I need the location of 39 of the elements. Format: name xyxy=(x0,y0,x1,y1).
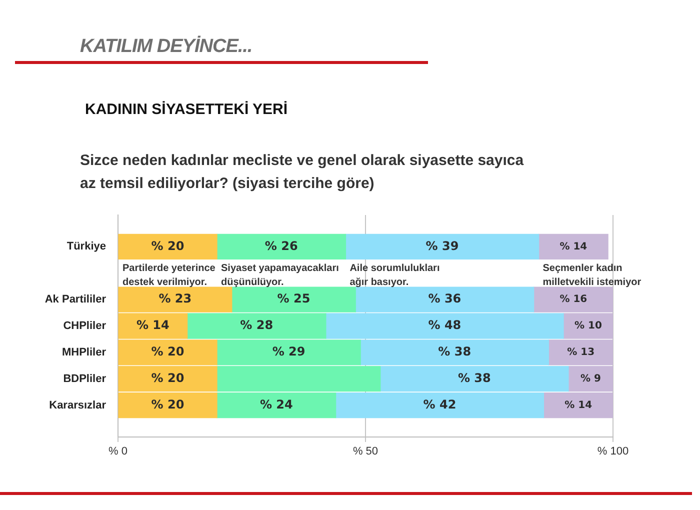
data-label: % 10 xyxy=(574,320,602,332)
data-label: % 16 xyxy=(560,294,588,306)
data-label: % 20 xyxy=(151,397,184,412)
series-label: Seçmenler kadın milletvekili istemiyor xyxy=(542,262,642,288)
y-tick-label: CHPliler xyxy=(63,320,107,332)
chart-title: KADININ SİYASETTEKİ YERİ xyxy=(85,101,288,118)
data-label: % 48 xyxy=(428,318,462,332)
data-label: % 13 xyxy=(567,347,595,358)
data-label: % 29 xyxy=(272,344,306,359)
series-label: Aile sorumlulukları ağır basıyor. xyxy=(350,262,440,288)
data-label: % 20 xyxy=(151,370,184,385)
y-tick-label: Ak Partililer xyxy=(44,294,107,306)
data-label: % 9 xyxy=(580,373,601,384)
data-label: % 42 xyxy=(423,397,456,412)
data-label: % 20 xyxy=(151,238,184,253)
data-label: % 14 xyxy=(136,318,170,332)
chart-subtitle: Sizce neden kadınlar mecliste ve genel olarak siyasette sayıca az temsil ediliyorlar? (siyasi tercihe göre) xyxy=(80,151,525,194)
x-tick-label: % 50 xyxy=(352,446,378,458)
data-label: % 26 xyxy=(264,238,298,253)
series-label: Siyaset yapamayacakları düşünülüyor. xyxy=(221,262,340,288)
y-tick-label: Kararsızlar xyxy=(49,399,107,412)
data-label: % 25 xyxy=(277,292,310,306)
data-label: % 20 xyxy=(151,344,184,359)
data-label: % 39 xyxy=(426,238,459,253)
x-tick-label: % 100 xyxy=(597,446,629,458)
series-label: Partilerde yeterince destek verilmiyor. xyxy=(122,262,216,288)
data-label: % 28 xyxy=(240,318,274,332)
text: KATILIM DEYİNCE... xyxy=(80,36,252,58)
data-label: % 14 xyxy=(564,400,592,411)
data-label: % 14 xyxy=(560,241,588,252)
y-tick-label: Türkiye xyxy=(66,240,106,253)
y-tick-label: MHPliler xyxy=(62,346,107,358)
data-label: % 23 xyxy=(158,292,192,306)
y-tick-label: BDPliler xyxy=(63,372,107,385)
data-label: % 38 xyxy=(438,344,472,359)
x-tick-label: % 0 xyxy=(108,446,128,458)
data-label: % 24 xyxy=(260,397,293,412)
data-label: % 38 xyxy=(458,370,491,385)
data-label: % 36 xyxy=(428,292,462,306)
